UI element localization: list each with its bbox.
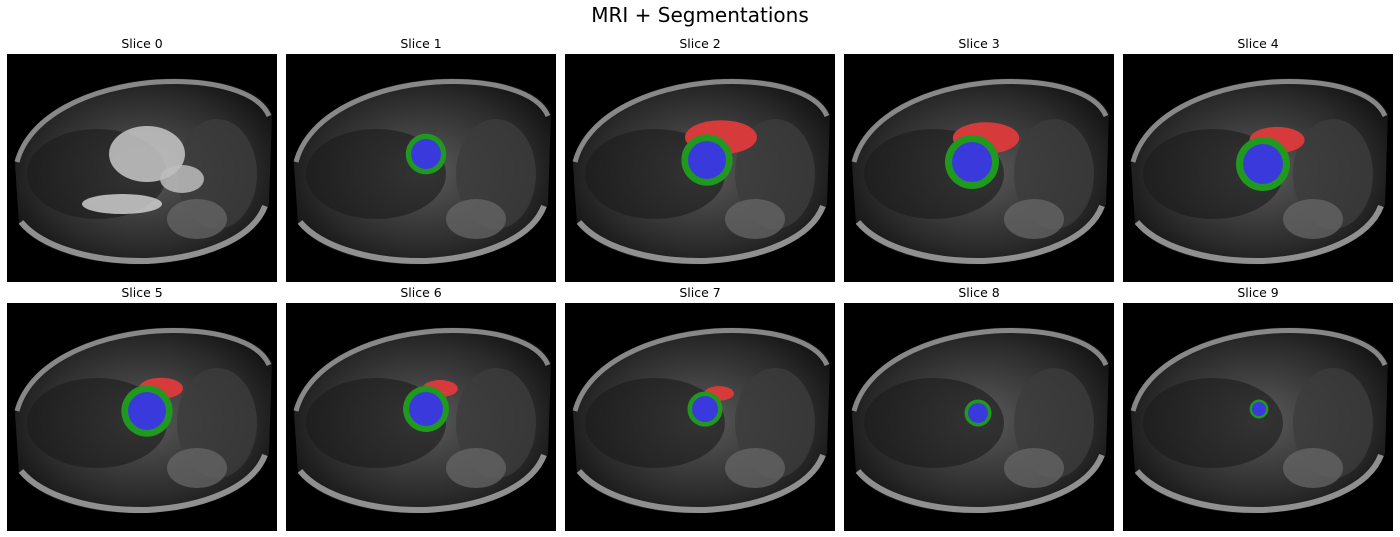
organ-tissue xyxy=(1283,448,1343,488)
mri-image xyxy=(286,54,556,282)
mri-image xyxy=(844,54,1114,282)
heart-chamber xyxy=(82,194,162,214)
organ-tissue xyxy=(725,199,785,239)
slice-panel: Slice 3 xyxy=(844,36,1114,284)
slice-title: Slice 2 xyxy=(679,36,721,51)
slice-panel: Slice 4 xyxy=(1123,36,1393,284)
subcutaneous-fat xyxy=(851,328,1109,412)
figure-title: MRI + Segmentations xyxy=(591,3,809,27)
mri-image xyxy=(565,54,835,282)
slice-panel: Slice 8 xyxy=(844,285,1114,533)
lung-field xyxy=(1143,378,1283,468)
mri-image xyxy=(286,303,556,531)
slice-title: Slice 9 xyxy=(1237,285,1279,300)
slice-panel: Slice 7 xyxy=(565,285,835,533)
slice-panel: Slice 1 xyxy=(286,36,556,284)
mri-image xyxy=(1123,54,1393,282)
slice-title: Slice 4 xyxy=(1237,36,1279,51)
subcutaneous-fat xyxy=(851,79,1109,163)
lv-segmentation xyxy=(411,139,441,169)
subcutaneous-fat xyxy=(293,328,551,412)
slice-title: Slice 0 xyxy=(121,36,163,51)
subcutaneous-fat xyxy=(293,79,551,163)
lv-segmentation xyxy=(409,392,443,426)
slice-title: Slice 6 xyxy=(400,285,442,300)
lv-segmentation xyxy=(968,403,988,423)
subcutaneous-fat xyxy=(1134,453,1384,514)
subcutaneous-fat xyxy=(572,79,830,163)
subcutaneous-fat xyxy=(18,204,268,265)
subcutaneous-fat xyxy=(576,453,826,514)
subcutaneous-fat xyxy=(1130,79,1388,163)
subcutaneous-fat xyxy=(297,453,547,514)
subcutaneous-fat xyxy=(1134,204,1384,265)
organ-tissue xyxy=(1004,199,1064,239)
subcutaneous-fat xyxy=(14,328,272,412)
lv-segmentation xyxy=(952,142,992,182)
subcutaneous-fat xyxy=(297,204,547,265)
subcutaneous-fat xyxy=(1130,328,1388,412)
lv-segmentation xyxy=(688,141,726,179)
slice-title: Slice 1 xyxy=(400,36,442,51)
mri-image xyxy=(7,54,277,282)
mri-image xyxy=(1123,303,1393,531)
slice-panel: Slice 6 xyxy=(286,285,556,533)
mri-image xyxy=(565,303,835,531)
slice-panel: Slice 2 xyxy=(565,36,835,284)
subcutaneous-fat xyxy=(572,328,830,412)
subcutaneous-fat xyxy=(855,204,1105,265)
subcutaneous-fat xyxy=(14,79,272,163)
mri-image xyxy=(7,303,277,531)
organ-tissue xyxy=(1004,448,1064,488)
organ-tissue xyxy=(446,199,506,239)
lung-field xyxy=(864,378,1004,468)
slice-title: Slice 8 xyxy=(958,285,1000,300)
lv-segmentation xyxy=(692,396,718,422)
subcutaneous-fat xyxy=(18,453,268,514)
organ-tissue xyxy=(167,199,227,239)
slice-title: Slice 5 xyxy=(121,285,163,300)
lv-segmentation xyxy=(128,392,166,430)
organ-tissue xyxy=(446,448,506,488)
slice-panel: Slice 9 xyxy=(1123,285,1393,533)
heart-chamber xyxy=(160,165,204,193)
subcutaneous-fat xyxy=(576,204,826,265)
lv-segmentation xyxy=(1243,144,1283,184)
heart-chamber xyxy=(109,126,185,182)
organ-tissue xyxy=(1283,199,1343,239)
slice-title: Slice 3 xyxy=(958,36,1000,51)
slice-panel: Slice 0 xyxy=(7,36,277,284)
slice-panel: Slice 5 xyxy=(7,285,277,533)
organ-tissue xyxy=(167,448,227,488)
slice-title: Slice 7 xyxy=(679,285,721,300)
subcutaneous-fat xyxy=(855,453,1105,514)
organ-tissue xyxy=(725,448,785,488)
mri-image xyxy=(844,303,1114,531)
lv-segmentation xyxy=(1252,402,1266,416)
